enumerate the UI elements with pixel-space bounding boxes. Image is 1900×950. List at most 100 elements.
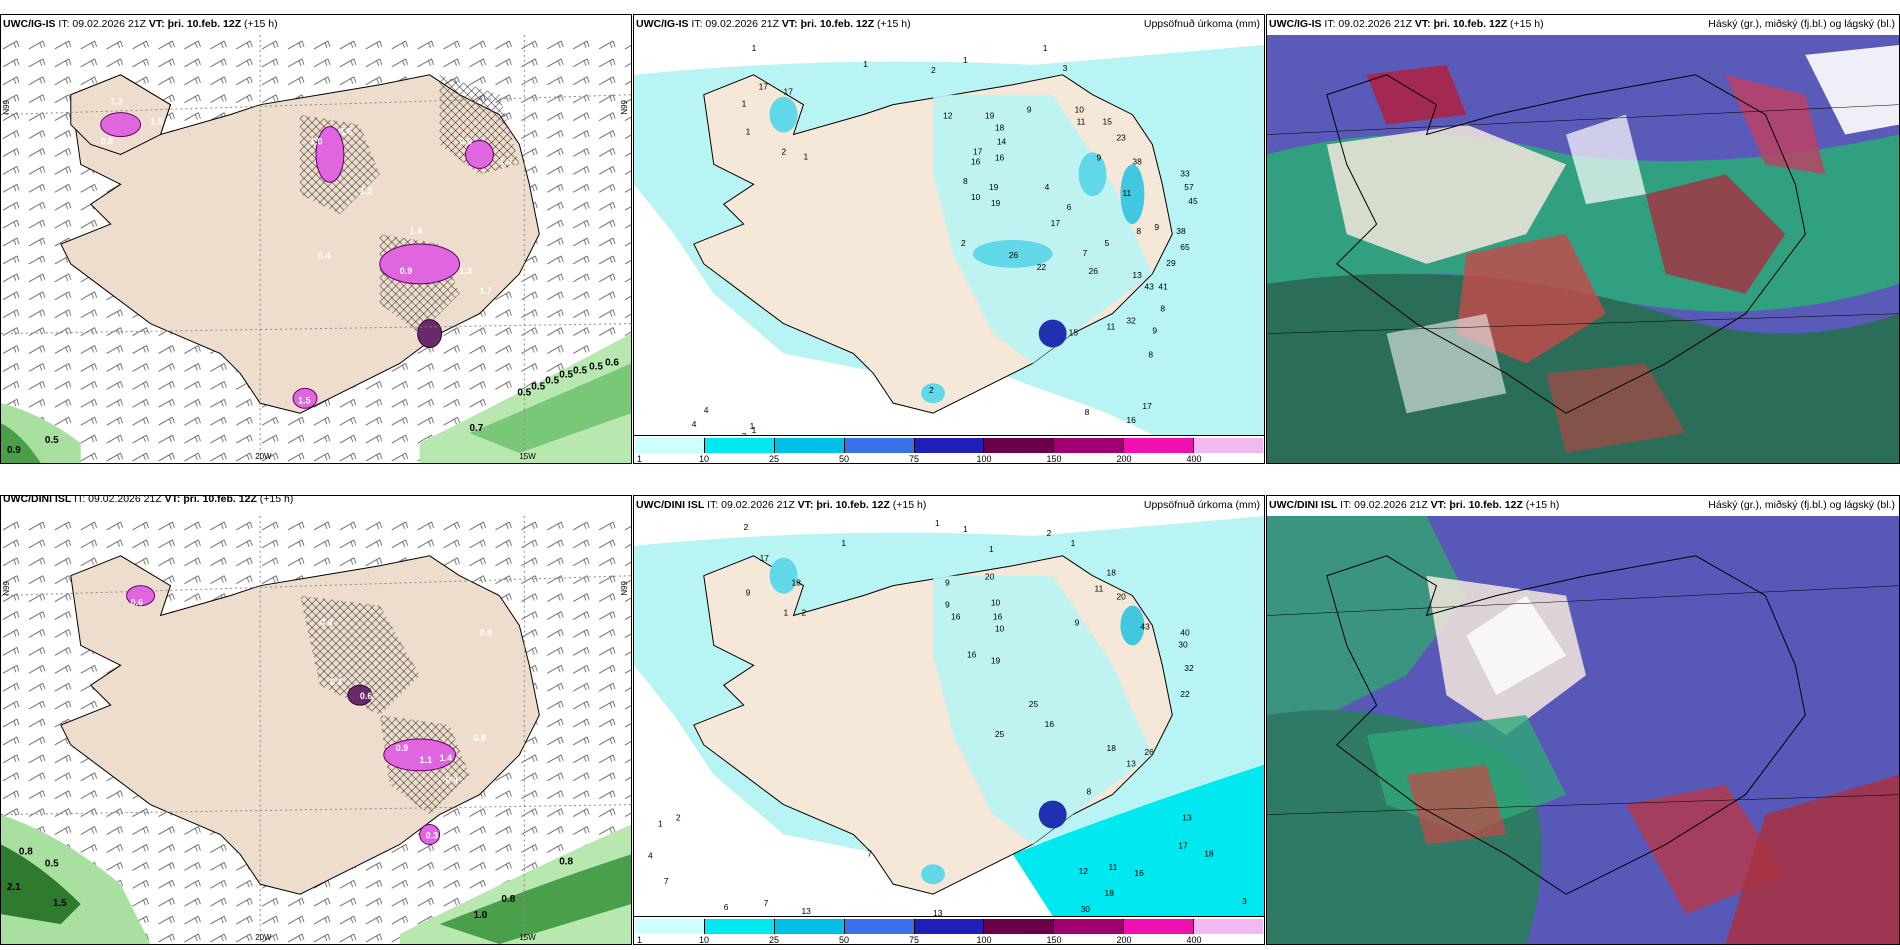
- iceland-land: [60, 555, 540, 895]
- precip-value: 18: [1105, 888, 1115, 898]
- precip-value: 2: [1047, 528, 1052, 538]
- snow-value: 0.4: [330, 677, 342, 687]
- precip-value: 65: [1180, 242, 1190, 252]
- precip-value: 11: [1107, 322, 1116, 332]
- precip-value: 13: [1182, 812, 1192, 822]
- colorbar-tick: 25: [768, 935, 779, 945]
- colorbar-tick: 100: [976, 935, 992, 945]
- precip-value: 2: [676, 812, 681, 822]
- precip-value: 2: [929, 385, 934, 395]
- precip-value: 18: [995, 123, 1005, 133]
- colorbar-tick: 150: [1046, 935, 1062, 945]
- precip-value: 17: [1142, 401, 1152, 411]
- wind-value: 0.5: [573, 365, 587, 376]
- precip-value: 17: [784, 87, 794, 97]
- precip-value: 8: [1085, 407, 1090, 417]
- wind-value: 0.6: [605, 357, 619, 368]
- colorbar-tick: 200: [1116, 454, 1132, 464]
- colorbar-swatch: [984, 919, 1055, 934]
- precip-value: 3: [742, 431, 747, 435]
- precip-value: 19: [991, 655, 1001, 665]
- lat-label: N99: [2, 99, 11, 114]
- precip-value: 57: [1184, 182, 1194, 192]
- cloud-map: [1267, 35, 1899, 463]
- panel-title: UWC/IG-IS IT: 09.02.2026 21Z VT: þri. 10…: [636, 18, 911, 30]
- wind-value: 0.9: [7, 445, 21, 456]
- precip-value: 1: [658, 818, 663, 828]
- snow-value: 1.2: [111, 97, 123, 107]
- precip-value: 20: [985, 572, 995, 582]
- precip-value: 26: [1144, 747, 1154, 757]
- precip-value: 9: [945, 600, 950, 610]
- wind-value: 0.5: [517, 387, 531, 398]
- precip-value: 26: [1009, 250, 1019, 260]
- colorbar-tick: 100: [976, 454, 992, 464]
- precip-value: 1: [841, 538, 846, 548]
- precip-value: 22: [1180, 689, 1190, 699]
- colorbar-swatch: [1194, 919, 1264, 934]
- precip-value: 16: [1045, 719, 1055, 729]
- snow-value: 0.4: [446, 775, 458, 785]
- colorbar-tick: 50: [838, 935, 850, 945]
- precip-value: 4: [648, 850, 653, 860]
- precip-value: 7: [1083, 248, 1088, 258]
- precip-value: 26: [1089, 266, 1099, 276]
- precip-value: 38: [1132, 156, 1142, 166]
- colorbar-swatch: [635, 438, 705, 453]
- precip-value: 13: [1126, 759, 1136, 769]
- precip-value: 25: [1029, 699, 1039, 709]
- precip-value: 4: [1045, 182, 1050, 192]
- precip-value: 9: [1154, 222, 1159, 232]
- precip-value: 16: [967, 649, 977, 659]
- colorbar-tick: 200: [1116, 935, 1132, 945]
- precip-value: 30: [1081, 904, 1091, 914]
- panel-title: UWC/DINI ISL IT: 09.02.2026 21Z VT: þri.…: [3, 495, 294, 505]
- snow-value: 0.9: [400, 266, 412, 276]
- colorbar: 1 10 25 50 75 100 150 200 400: [634, 435, 1264, 463]
- colorbar-swatch: [984, 438, 1055, 453]
- colorbar-tick: 1: [637, 935, 643, 945]
- snow-value: 1.5: [151, 117, 163, 127]
- wind-map: 20W 15W N99 N99 0.9 0.5 0.7 0.5 0.5 0.5 …: [1, 35, 631, 463]
- precip-value: 3: [1063, 63, 1068, 73]
- colorbar-swatch: [844, 919, 915, 934]
- precip-value: 32: [1184, 663, 1194, 673]
- precip-value: 16: [993, 611, 1003, 621]
- precip-value: 7: [867, 848, 872, 858]
- precip-value: 13: [801, 906, 811, 916]
- snow-value: 1.0: [310, 136, 322, 146]
- precip-value: 30: [1178, 639, 1188, 649]
- wind-value: 0.7: [470, 423, 484, 434]
- colorbar-tick: 1: [637, 454, 643, 464]
- precip-value: 1: [750, 421, 755, 431]
- precip-value: 14: [997, 136, 1007, 146]
- lat-label-right: N99: [620, 580, 629, 595]
- lon-label-15w: 15W: [519, 452, 536, 461]
- snow-value: 1.4: [440, 753, 452, 763]
- lon-label-15w: 15W: [519, 933, 536, 942]
- panel-field-label: Uppsöfnuð úrkoma (mm): [1143, 18, 1260, 30]
- colorbar-swatch: [844, 438, 915, 453]
- precip-value: 1: [963, 55, 968, 65]
- precip-value: 13: [1132, 270, 1142, 280]
- precip-value: 10: [1075, 105, 1085, 115]
- precip-value: 1: [803, 151, 808, 161]
- snow-value: 0.3: [426, 830, 438, 840]
- precip-value: 18: [1204, 848, 1214, 858]
- precip-value: 20: [1116, 592, 1126, 602]
- panel-field-label: Háský (gr.), miðský (fj.bl.) og lágský (…: [1708, 499, 1895, 511]
- colorbar-swatch: [1194, 438, 1264, 453]
- precip-value: 43: [1140, 621, 1150, 631]
- precip-value: 12: [943, 111, 953, 121]
- precip-value: 1: [1071, 538, 1076, 548]
- precip-value: 17: [1178, 840, 1188, 850]
- precip-value: 1: [863, 59, 868, 69]
- panel-field-label: Uppsöfnuð úrkoma (mm): [1143, 499, 1260, 511]
- precip-map: 1 1 2 1 1 3 17 17 1 1 2 1 12 19 18 14 16…: [634, 35, 1264, 435]
- precip-value: 8: [1087, 787, 1092, 797]
- precip-value: 9: [746, 588, 751, 598]
- panel-wind-top: UWC/IG-IS IT: 09.02.2026 21Z VT: þri. 10…: [0, 14, 632, 464]
- precip-value: 12: [1079, 866, 1089, 876]
- wind-value: 0.5: [45, 858, 59, 869]
- precip-value: 38: [1176, 226, 1186, 236]
